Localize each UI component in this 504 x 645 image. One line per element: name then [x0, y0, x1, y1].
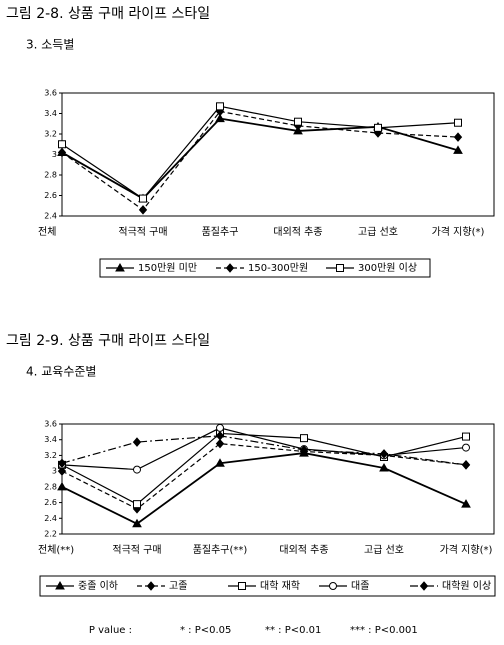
data-point	[133, 500, 141, 509]
y-tick-label: 3	[52, 150, 57, 159]
y-tick-label: 2.6	[44, 191, 57, 200]
data-point	[138, 205, 148, 215]
y-tick-label: 2.8	[44, 482, 57, 491]
series-line	[61, 117, 459, 200]
x-tick-label: 품질추구	[202, 226, 239, 238]
legend-label: 150-300만원	[248, 262, 308, 274]
x-tick-label: 가격 지향(*)	[432, 225, 485, 238]
y-tick-label: 2.2	[44, 530, 57, 539]
data-point	[132, 437, 142, 447]
series-line	[61, 427, 467, 471]
legend-label: 고졸	[169, 580, 187, 592]
x-tick-label: 전체(**)	[38, 544, 74, 556]
data-point	[294, 117, 302, 126]
legend-marker	[115, 262, 125, 272]
data-point	[57, 481, 67, 491]
data-point	[57, 147, 67, 158]
y-tick-label: 2.4	[44, 514, 57, 523]
data-point	[132, 518, 142, 528]
legend-marker	[146, 581, 156, 591]
data-point	[215, 431, 225, 441]
data-point	[216, 423, 224, 432]
x-tick-label: 품질추구(**)	[193, 544, 248, 556]
legend-box	[39, 575, 496, 597]
y-tick-label: 3.6	[44, 89, 57, 98]
data-point	[462, 432, 470, 441]
legend-label: 대학원 이상	[442, 580, 491, 592]
series-line	[61, 452, 467, 525]
y-tick-label: 3.6	[44, 420, 57, 429]
data-point	[454, 118, 462, 127]
legend-marker	[225, 263, 235, 273]
figure-subtitle: 3. 소득별	[26, 38, 74, 52]
series-line	[61, 110, 459, 211]
legend-box	[99, 258, 431, 278]
x-tick-label: 대외적 추종	[279, 544, 328, 556]
y-tick-label: 3.2	[44, 130, 57, 139]
data-point	[139, 194, 147, 203]
data-point	[300, 434, 308, 443]
legend-marker	[238, 582, 246, 590]
legend-label: 300만원 이상	[358, 262, 417, 274]
data-point	[461, 460, 471, 470]
plot-frame	[61, 423, 495, 535]
data-point	[453, 132, 463, 142]
legend-marker	[55, 580, 65, 590]
x-tick-label: 전체	[38, 226, 56, 238]
x-tick-label: 대외적 추종	[273, 226, 322, 238]
legend-label: 중졸 이하	[78, 579, 118, 592]
y-tick-label: 3.2	[44, 451, 57, 460]
footnote-item: ** : P<0.01	[265, 625, 321, 636]
legend-marker	[329, 582, 337, 590]
figure-title: 그림 2-8. 상품 구매 라이프 스타일	[6, 6, 210, 22]
y-tick-label: 2.4	[44, 212, 57, 221]
legend-label: 대졸	[351, 580, 369, 592]
data-point	[57, 466, 67, 476]
y-tick-label: 2.6	[44, 498, 57, 507]
legend-marker	[336, 264, 344, 272]
series-line	[61, 435, 467, 466]
footnote-item: * : P<0.05	[180, 625, 231, 636]
y-tick-label: 3	[52, 467, 57, 476]
legend-label: 대학 재학	[260, 580, 300, 592]
x-tick-label: 고급 선호	[364, 544, 404, 556]
x-tick-label: 고급 선호	[358, 226, 398, 238]
footnote-label: P value :	[89, 625, 132, 636]
series-line	[61, 105, 459, 200]
x-tick-label: 가격 지향(*)	[440, 543, 493, 556]
legend-marker	[419, 581, 429, 591]
x-tick-label: 적극적 구매	[118, 226, 167, 238]
figure-subtitle: 4. 교육수준별	[26, 365, 96, 379]
data-point	[379, 449, 389, 459]
data-point	[215, 113, 225, 123]
y-tick-label: 3.4	[44, 109, 57, 118]
data-point	[133, 465, 141, 474]
x-tick-label: 적극적 구매	[112, 544, 161, 556]
legend-label: 150만원 미만	[138, 262, 197, 274]
data-point	[215, 458, 225, 467]
footnote-item: *** : P<0.001	[350, 625, 418, 636]
data-point	[453, 145, 463, 154]
y-tick-label: 3.4	[44, 435, 57, 444]
y-tick-label: 2.8	[44, 171, 57, 180]
data-point	[215, 438, 225, 449]
data-point	[462, 443, 470, 452]
data-point	[374, 123, 382, 132]
data-point	[461, 499, 471, 508]
plot-frame	[61, 92, 495, 217]
data-point	[379, 462, 389, 472]
data-point	[58, 140, 66, 149]
figure-title: 그림 2-9. 상품 구매 라이프 스타일	[6, 333, 210, 349]
data-point	[216, 102, 224, 111]
data-point	[299, 445, 309, 455]
data-point	[57, 458, 67, 469]
